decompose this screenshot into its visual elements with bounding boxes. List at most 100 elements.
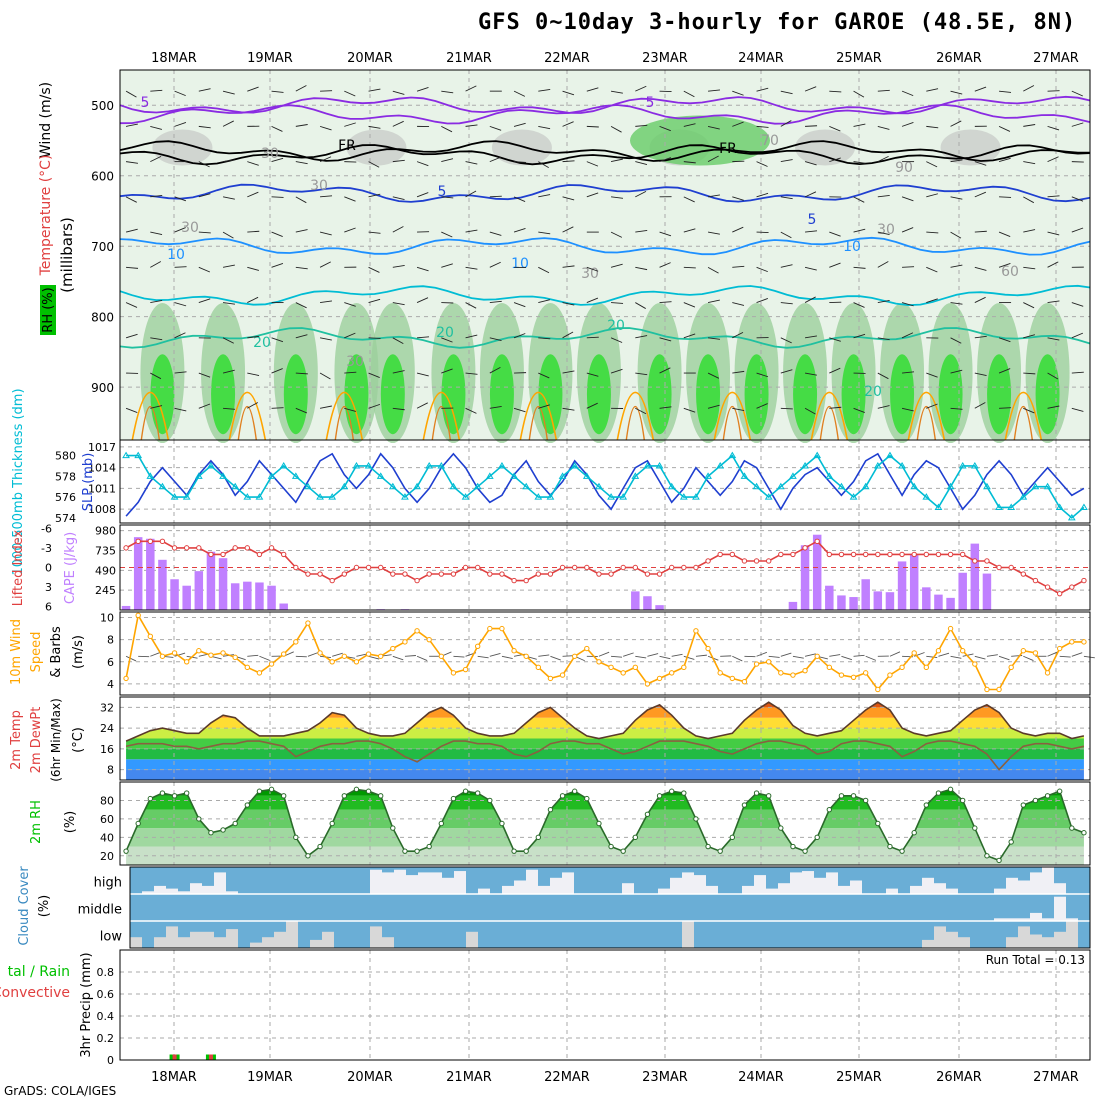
wind-barb [562,370,575,374]
cloud-cell-high [154,885,166,894]
thickness-point [716,461,725,469]
wind-barb [999,407,1012,409]
wind-barb [732,121,744,127]
lifted-index-point [147,538,154,545]
rh-point [341,793,348,799]
lifted-frame [119,524,1091,611]
wind-barb [950,264,963,268]
wind-barb [756,372,769,378]
wind-speed-point [511,648,517,654]
lifted-index-point [959,551,966,558]
wind-speed-point [353,659,360,665]
wind-barb [659,301,672,304]
wind-barb [926,298,938,303]
wind-barb [513,122,526,127]
wind-barb [368,403,381,409]
wind-barb-10m [1071,652,1083,657]
date-tick-top: 21MAR [446,51,492,66]
wind-barb [368,125,381,129]
wind-barb [1023,266,1036,270]
wind-barb [950,369,963,374]
wind-barb [538,299,551,304]
wind-barb [392,196,405,200]
wind-barb [950,302,963,305]
wind-barb-10m [538,654,550,657]
wind-barb [707,372,720,379]
rh-point [947,786,954,793]
cape-bar [146,538,155,610]
cloud-cell-low [250,942,262,948]
wind-barb [125,407,138,414]
wind-barb [950,407,963,410]
lifted-index-point [462,564,469,571]
wind-barb [974,161,987,166]
lifted-index-point [256,551,263,558]
rh-point [280,793,287,799]
wind-barb-10m [780,652,792,657]
wind-barb [513,302,526,308]
wind-barb [295,124,308,127]
thickness-point [813,451,822,459]
wind-speed-point [232,654,238,661]
wind-speed-point [559,672,566,678]
cloud-cell-high [538,885,550,894]
cape-bar [170,579,179,610]
thickness-point [837,482,846,490]
wind-barb [635,407,647,415]
wind-barb [174,332,186,339]
legend-total-rain: tal / Rain [8,964,70,980]
wind-barb [489,156,502,163]
wind-barb [295,266,308,270]
lifted-index-point [208,551,214,558]
wind-barb [1023,196,1035,204]
wind-speed-point [862,670,869,676]
lifted-index-point [365,564,372,571]
wind-barb-10m [865,655,877,661]
wind-barb [998,125,1011,132]
contour-label: 20 [253,335,271,351]
thickness-point [291,472,300,479]
wind-barb [222,90,235,95]
ylabel-lifted-index: Lifted Index [11,529,26,606]
wind-barb [780,90,793,95]
rh-point [959,797,966,804]
wind-speed-point [244,664,251,671]
rh-point [911,830,917,836]
temp-tick: 16 [100,743,114,756]
wind-barb [489,405,502,409]
date-tick-top: 23MAR [642,51,688,66]
thickness-point [219,472,227,479]
wind-barb [804,296,816,303]
thickness-point [655,461,664,469]
cape-bar [812,534,822,610]
temp-contour-25 [713,391,752,441]
wind-barb [247,191,259,198]
temp-contour-5 [119,183,1091,203]
cloud-cell-high [166,888,178,894]
ylabel-rh: RH (%) [41,287,56,332]
wind-barb [999,196,1012,198]
temp-contour-30 [334,405,355,441]
rh-point [790,843,796,850]
wind-speed-point [499,625,505,632]
wind-speed-point [838,672,845,678]
pressure-tick: 900 [91,381,114,395]
thickness-point [607,493,615,500]
wind-barb-10m [695,654,707,657]
wind-barb [926,193,939,198]
lifted-index-point [802,545,808,551]
lifted-index-point [850,551,857,558]
wind-barb [1023,334,1036,339]
wind-speed-point [1008,664,1014,671]
thickness-point [158,482,167,490]
ylabel-temp-unit: (°C) [71,727,86,753]
cape-bar [230,583,240,610]
wind-speed-point [741,679,748,685]
lifted-index-point [280,551,287,558]
date-tick-top: 18MAR [151,51,197,66]
wind-speed-point [899,664,905,671]
cloud-cell-high [814,877,826,894]
rh-point [850,793,857,799]
wind-speed-point [402,639,408,645]
wind-barb [150,125,163,130]
